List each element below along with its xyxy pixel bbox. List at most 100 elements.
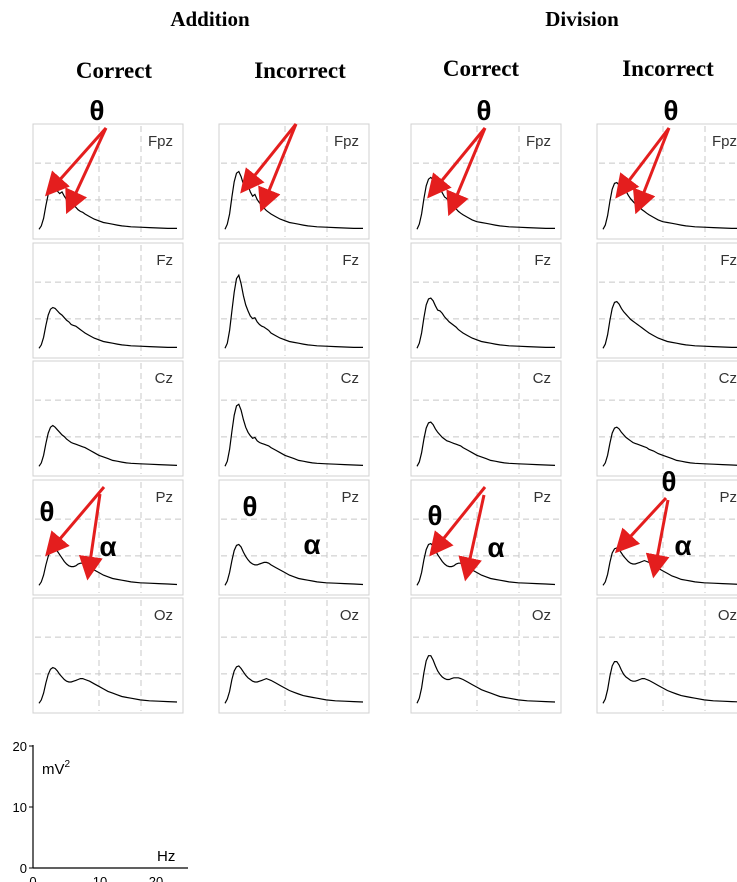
condition-title-addition-incorrect: Incorrect [254,58,346,83]
theta-arrow-pz-addition-correct [45,486,106,557]
channel-label-cz: Cz [341,370,359,387]
channel-label-pz: Pz [533,489,551,506]
channel-label-oz: Oz [154,607,173,624]
theta-symbol-fpz-addition-correct: θ [89,95,104,126]
panel-frame [32,242,184,359]
channel-label-fz: Fz [342,252,359,269]
theta-arrow-fpz-division-incorrect [615,127,671,199]
panel-frame [218,597,370,714]
panel-frame [596,242,737,359]
theta-arrow-fpz-division-incorrect [632,127,671,215]
channel-label-cz: Cz [533,370,551,387]
spectrum-curve-division-correct-fz [416,297,555,349]
theta-arrow-pz-division-incorrect [614,496,668,554]
scale-x-tick-label-0: 0 [29,874,36,882]
condition-title-division-incorrect: Incorrect [622,56,714,81]
channel-label-fz: Fz [156,252,173,269]
panel-addition-incorrect-cz: Cz [218,360,370,477]
channel-label-fpz: Fpz [148,133,173,150]
scale-reference: 20 10 0 0 10 20 mV2 Hz [13,739,188,882]
panel-addition-incorrect-pz: Pz [218,479,370,596]
theta-arrow-fpz-addition-incorrect [240,123,298,194]
spectrum-curve-addition-correct-oz [38,666,178,704]
channel-label-fpz: Fpz [526,133,551,150]
panel-grid: Fpz Fz Cz Pz Oz Fpz Fz Cz Pz Oz Fpz Fz Cz Pz Oz Fpz Fz Cz… [32,123,737,714]
panel-division-incorrect-fz: Fz [596,242,737,359]
theta-arrow-fpz-addition-incorrect [258,123,298,213]
panel-frame [410,242,562,359]
alpha-symbol-pz-division-correct: α [487,532,504,563]
spectrum-curve-division-incorrect-cz [602,426,737,467]
alpha-arrow-pz-division-correct [458,494,486,582]
panel-frame [410,479,562,596]
panel-frame [596,360,737,477]
panel-division-incorrect-fpz: Fpz [596,123,737,240]
theta-symbol-pz-addition-correct: θ [39,496,54,527]
spectrum-curve-division-incorrect-oz [602,661,737,704]
group-title-addition: Addition [170,7,250,31]
panel-division-incorrect-oz: Oz [596,597,737,714]
panel-division-correct-fpz: Fpz [410,123,562,240]
scale-y-unit-exponent: 2 [65,759,71,770]
panel-addition-correct-cz: Cz [32,360,184,477]
theta-symbol-pz-addition-incorrect: θ [242,491,257,522]
panel-frame [32,360,184,477]
panel-division-correct-fz: Fz [410,242,562,359]
condition-title-addition-correct: Correct [76,58,153,83]
channel-label-oz: Oz [340,607,359,624]
panel-frame [218,360,370,477]
channel-label-fpz: Fpz [334,133,359,150]
channel-label-pz: Pz [155,489,173,506]
scale-x-tick-label-20: 20 [149,874,163,882]
scale-y-tick-label-0: 0 [20,861,27,876]
panel-frame [410,597,562,714]
group-title-division: Division [545,7,619,31]
panel-addition-correct-oz: Oz [32,597,184,714]
spectrum-curve-addition-incorrect-oz [224,665,364,704]
panel-addition-correct-fpz: Fpz [32,123,184,240]
channel-label-fz: Fz [534,252,551,269]
alpha-symbol-pz-addition-correct: α [99,531,116,562]
panel-division-incorrect-pz: Pz [596,479,737,596]
spectrum-curve-division-correct-oz [416,655,556,704]
theta-symbol-fpz-division-correct: θ [476,95,491,126]
panel-addition-incorrect-fz: Fz [218,242,370,359]
alpha-arrow-pz-division-incorrect [645,499,670,579]
scale-x-tick-label-10: 10 [93,874,107,882]
spectrum-curve-addition-incorrect-fz [224,273,363,349]
spectrum-curve-addition-incorrect-pz [224,543,364,586]
scale-y-tick-label-20: 20 [13,739,27,754]
scale-y-unit: mV2 [42,759,71,778]
panel-addition-incorrect-fpz: Fpz [218,123,370,240]
panel-frame [410,360,562,477]
annotations: θ θ θ θ α θ α θ α θ α [39,95,692,582]
channel-label-fz: Fz [720,252,737,269]
spectrum-curve-addition-incorrect-cz [224,403,364,467]
condition-title-division-correct: Correct [443,56,520,81]
spectrum-curve-addition-correct-fz [38,306,177,349]
spectrum-curve-division-correct-cz [416,421,556,467]
channel-label-oz: Oz [532,607,551,624]
theta-arrow-fpz-division-correct [446,127,487,217]
panel-frame [218,479,370,596]
channel-label-pz: Pz [341,489,359,506]
alpha-symbol-pz-addition-incorrect: α [303,529,320,560]
channel-label-pz: Pz [719,489,737,506]
theta-arrow-fpz-addition-correct [65,127,108,215]
spectrum-curve-division-incorrect-fz [602,300,737,349]
panel-frame [596,479,737,596]
spectrum-curve-addition-correct-cz [38,424,178,467]
panel-addition-correct-fz: Fz [32,242,184,359]
panel-division-incorrect-cz: Cz [596,360,737,477]
theta-arrow-fpz-addition-correct [45,127,108,197]
panel-division-correct-cz: Cz [410,360,562,477]
alpha-symbol-pz-division-incorrect: α [674,530,691,561]
theta-arrow-fpz-division-correct [427,127,487,199]
scale-y-tick-label-10: 10 [13,800,27,815]
theta-arrow-pz-division-correct [429,486,487,557]
channel-label-oz: Oz [718,607,737,624]
panel-addition-incorrect-oz: Oz [218,597,370,714]
panel-frame [596,597,737,714]
theta-symbol-pz-division-incorrect: θ [661,466,676,497]
panel-frame [32,597,184,714]
